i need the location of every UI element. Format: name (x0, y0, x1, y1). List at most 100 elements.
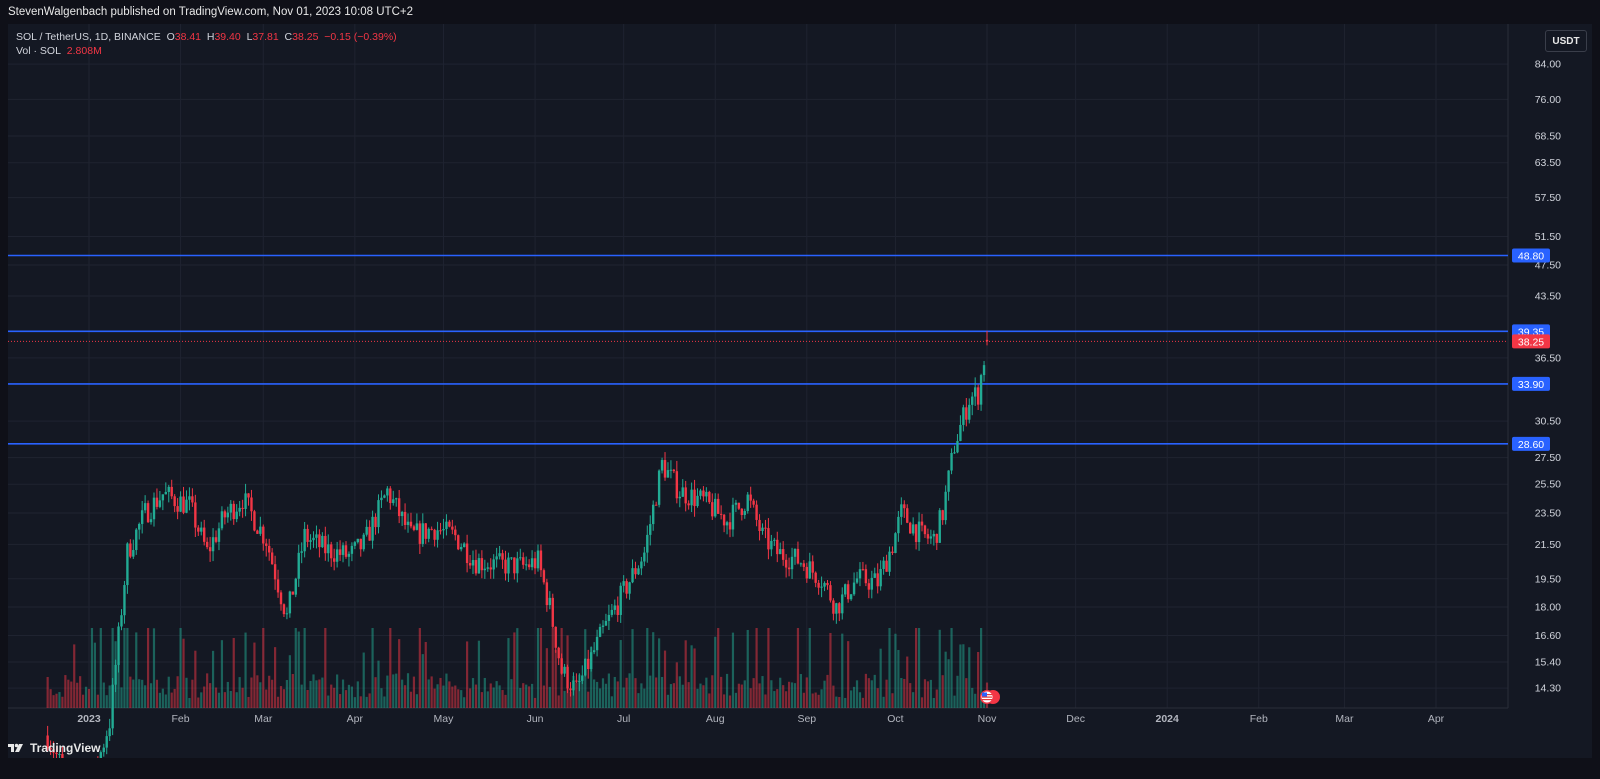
candle-body (321, 535, 324, 548)
candle-body (285, 613, 289, 615)
volume-bar (725, 673, 729, 708)
y-tick-label: 43.50 (1535, 291, 1561, 303)
candle-body (838, 603, 841, 614)
symbol-label[interactable]: SOL / TetherUS, 1D, BINANCE (16, 31, 161, 43)
volume-bar (900, 678, 903, 708)
candle-body (533, 558, 537, 569)
us-flag-events-icon[interactable] (979, 689, 1001, 705)
volume-bar (241, 687, 244, 708)
volume-bar (658, 638, 661, 708)
volume-bar (977, 652, 980, 708)
volume-bar (551, 628, 554, 708)
volume-bar (338, 694, 342, 708)
volume-bar (377, 660, 380, 708)
volume-bar (855, 680, 859, 708)
candle-body (696, 495, 699, 507)
candle-body (135, 529, 138, 551)
candle-body (941, 510, 944, 521)
volume-bar (811, 693, 814, 708)
candle-body (338, 549, 342, 555)
candle-body (823, 582, 826, 587)
volume-bar (607, 673, 610, 708)
candle-body (415, 523, 419, 530)
low-label: L (246, 31, 253, 43)
candle-body (380, 497, 383, 501)
volume-bar (259, 682, 262, 708)
volume-bar (117, 662, 120, 708)
x-tick-label: Feb (1250, 713, 1268, 725)
volume-bar (646, 628, 649, 708)
volume-bar (256, 675, 259, 708)
candle-body (604, 620, 608, 626)
volume-bar (386, 675, 389, 708)
candle-body (179, 496, 182, 512)
volume-bar (764, 694, 767, 708)
volume-bar (663, 650, 667, 708)
x-tick-label: May (434, 713, 455, 725)
x-tick-label: Apr (347, 713, 364, 725)
candle-body (581, 675, 584, 681)
candle-body (371, 516, 374, 541)
volume-bar (167, 676, 170, 708)
candle-body (610, 609, 614, 615)
candle-body (454, 529, 457, 536)
volume-bar (879, 648, 882, 708)
volume-bar (448, 681, 451, 708)
volume-bar (959, 644, 962, 708)
volume-label[interactable]: Vol · SOL (16, 45, 61, 57)
candle-body (232, 503, 235, 520)
candle-body (566, 666, 569, 689)
volume-bar (782, 685, 785, 708)
volume-bar (96, 694, 99, 708)
volume-bar (457, 689, 460, 708)
volume-bar (294, 628, 297, 708)
volume-bar (705, 677, 708, 708)
candle-body (973, 387, 977, 397)
candle-body (105, 736, 108, 748)
volume-bar (740, 684, 743, 708)
candle-body (663, 460, 667, 478)
candle-body (545, 582, 549, 606)
volume-bar (655, 677, 658, 708)
candle-body (749, 494, 752, 501)
candle-body (353, 542, 357, 546)
volume-bar (409, 691, 413, 708)
candle-body (194, 502, 197, 528)
candle-body (817, 582, 820, 588)
price-chart[interactable]: 2023 Feb Mar Apr May Jun Jul Aug Sep Oct Nov Dec 202… (8, 24, 1592, 758)
candle-body (315, 534, 318, 538)
volume-bar (838, 697, 841, 708)
volume-bar (619, 640, 622, 708)
open-value: 38.41 (174, 31, 202, 43)
candle-body (99, 752, 103, 758)
candle-body (247, 493, 250, 498)
candle-body (167, 486, 170, 492)
volume-bar (111, 628, 114, 708)
y-tick-label: 63.50 (1535, 157, 1561, 169)
volume-bar (418, 628, 421, 708)
candle-body (368, 526, 371, 541)
currency-unit-button[interactable]: USDT (1545, 30, 1587, 52)
chart-legend: SOL / TetherUS, 1D, BINANCE O38.41 H39.4… (16, 30, 397, 58)
volume-bar (406, 673, 410, 708)
last-price-badge-bg (1512, 334, 1550, 349)
candle-body (433, 529, 436, 540)
candle-body (811, 561, 814, 573)
chart-pane[interactable]: 2023 Feb Mar Apr May Jun Jul Aug Sep Oct Nov Dec 202… (8, 24, 1592, 758)
x-tick-label: Aug (706, 713, 725, 725)
candle-body (330, 544, 333, 559)
candle-body (235, 511, 238, 520)
volume-bar (554, 649, 557, 708)
volume-bar (678, 676, 681, 708)
candle-body (504, 559, 507, 574)
candle-body (849, 594, 853, 600)
candle-body (971, 396, 974, 405)
volume-bar (209, 683, 212, 708)
candle-body (737, 502, 741, 509)
volume-bar (548, 686, 551, 708)
candle-body (519, 557, 522, 559)
y-tick-label: 36.50 (1535, 352, 1561, 364)
tradingview-brand[interactable]: TradingView (8, 741, 100, 755)
volume-bar (468, 688, 472, 708)
candle-body (288, 591, 292, 614)
